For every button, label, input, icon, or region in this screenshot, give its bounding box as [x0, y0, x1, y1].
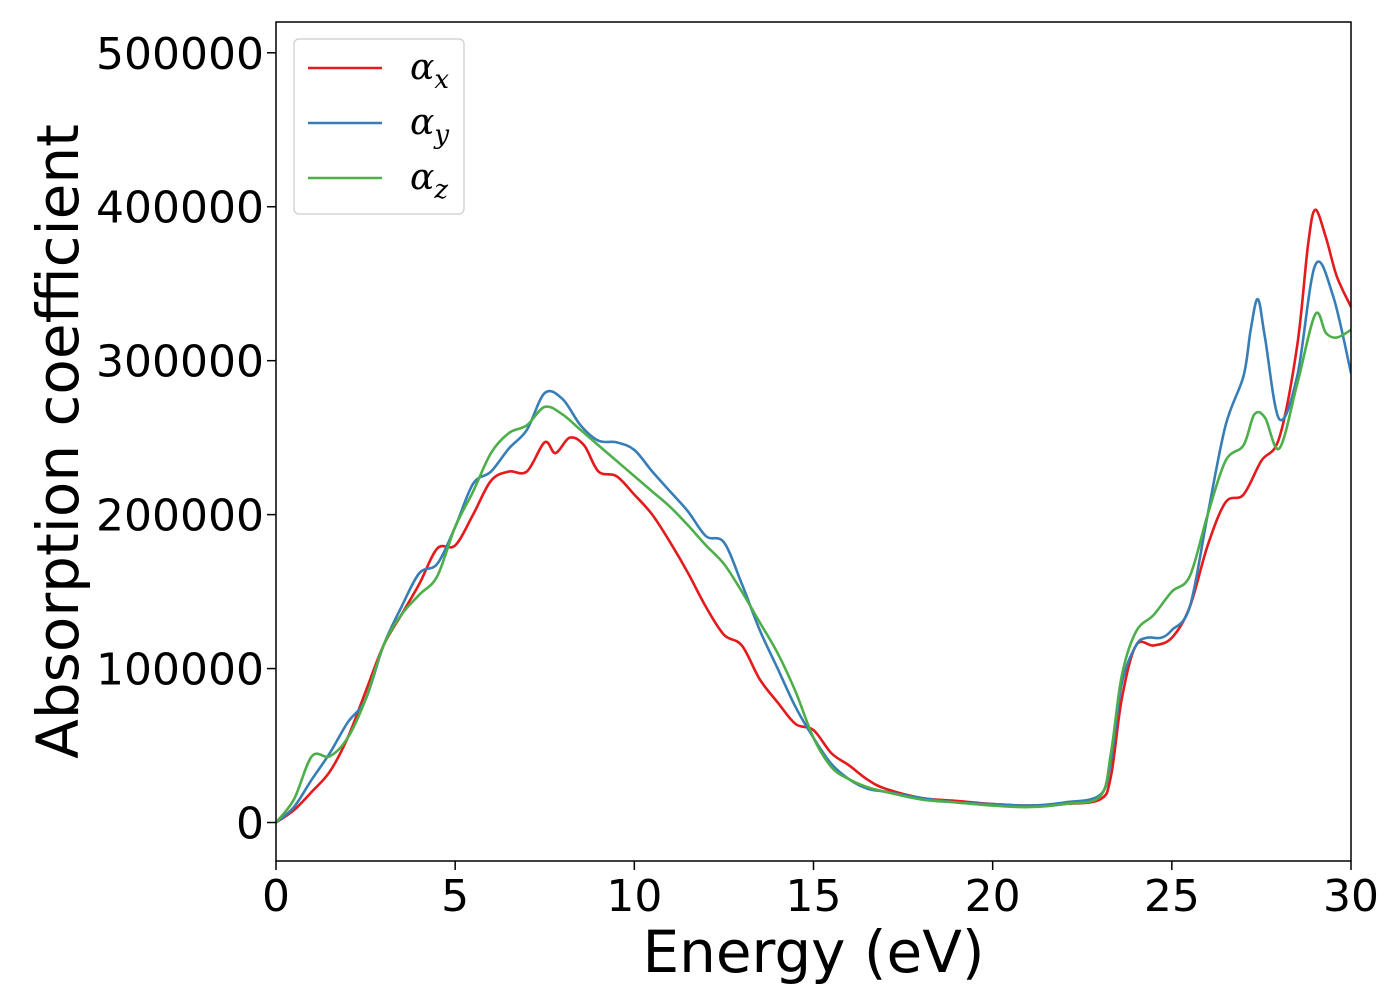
- x-axis-label: Energy (eV): [642, 918, 984, 986]
- series-line-z: [276, 311, 1351, 824]
- y-tick-label: 0: [236, 799, 264, 850]
- x-tick-label: 5: [441, 871, 469, 922]
- y-tick-label: 400000: [96, 183, 264, 234]
- x-axis: 0 5 10 15 20 25 30: [262, 861, 1379, 922]
- x-tick-label: 25: [1144, 871, 1200, 922]
- y-tick-label: 500000: [96, 29, 264, 80]
- y-tick-label: 100000: [96, 645, 264, 696]
- legend-box: [293, 38, 465, 215]
- legend-symbol: α: [410, 102, 434, 143]
- legend-label-y: αy: [410, 102, 449, 150]
- y-axis: 0 100000 200000 300000 400000 500000: [96, 29, 276, 850]
- y-tick-label: 300000: [96, 337, 264, 388]
- plot-lines: [276, 208, 1351, 824]
- legend-symbol: α: [410, 157, 434, 198]
- x-tick-label: 20: [965, 871, 1021, 922]
- x-tick-label: 10: [606, 871, 662, 922]
- x-tick-label: 30: [1323, 871, 1379, 922]
- y-axis-label: Absorption coefficient: [24, 124, 92, 759]
- legend-subscript: x: [434, 65, 449, 95]
- legend-label-x: αx: [410, 47, 449, 95]
- legend-label-z: αz: [410, 157, 448, 205]
- x-tick-label: 15: [786, 871, 842, 922]
- y-tick-label: 200000: [96, 491, 264, 542]
- series-line-x: [276, 208, 1351, 824]
- legend-subscript: z: [433, 175, 448, 205]
- legend-subscript: y: [433, 120, 449, 150]
- legend-symbol: α: [410, 47, 434, 88]
- x-tick-label: 0: [262, 871, 290, 922]
